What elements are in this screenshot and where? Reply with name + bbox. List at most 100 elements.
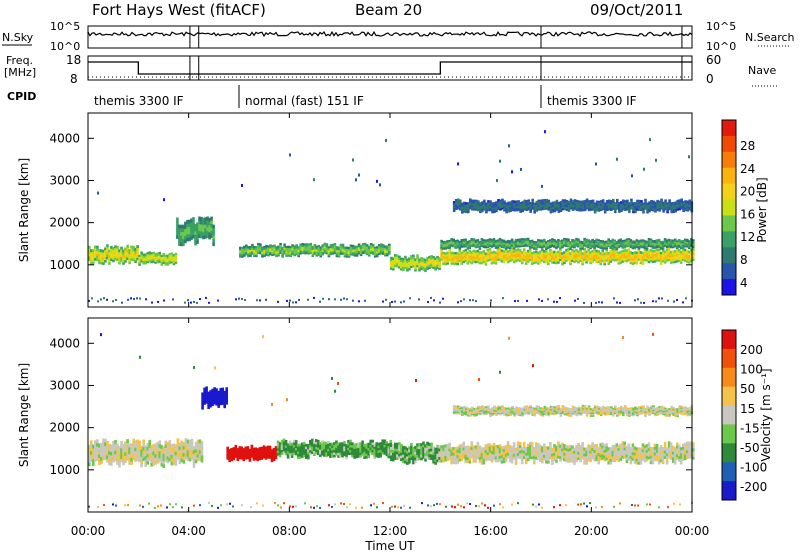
noise-trace — [88, 26, 692, 48]
heatmap-cell — [176, 221, 179, 225]
scatter-cell — [139, 356, 141, 359]
scatter-cell — [166, 506, 168, 508]
scatter-cell — [274, 502, 276, 504]
colorbar-tick-label: 16 — [740, 207, 755, 221]
heatmap-cell — [463, 442, 466, 445]
scatter-cell — [517, 300, 519, 302]
heatmap-cell — [212, 242, 215, 246]
scatter-cell — [391, 506, 393, 508]
heatmap-cell — [212, 225, 215, 229]
heatmap-cell — [138, 441, 141, 445]
scatter-cell — [475, 300, 477, 302]
scatter-cell — [115, 299, 117, 301]
frequency-line — [88, 62, 692, 74]
scatter-cell — [343, 298, 345, 300]
heatmap-cell — [616, 199, 619, 201]
scatter-cell — [499, 503, 501, 505]
heatmap-cell — [283, 244, 286, 246]
scatter-cell — [502, 507, 504, 509]
heatmap-cell — [505, 459, 508, 462]
heatmap-cell — [626, 200, 629, 202]
heatmap-cell — [210, 217, 213, 221]
heatmap-cell — [130, 461, 133, 465]
colorbar-swatch — [722, 152, 736, 168]
scatter-cell — [271, 403, 273, 406]
heatmap-cell — [223, 405, 226, 408]
scatter-cell — [616, 158, 618, 161]
colorbar-tick-label: 24 — [740, 162, 755, 176]
scatter-cell — [112, 300, 114, 302]
scatter-cell — [211, 505, 213, 507]
colorbar-swatch — [722, 120, 736, 136]
heatmap-cell — [134, 260, 137, 263]
range-tick-label: 1000 — [49, 258, 80, 272]
colorbar-swatch — [722, 247, 736, 263]
scatter-cell — [103, 504, 105, 506]
scatter-cell — [328, 298, 330, 300]
scatter-cell — [397, 506, 399, 508]
colorbar-swatch — [722, 184, 736, 200]
freq-trace — [88, 56, 692, 80]
scatter-cell — [565, 504, 567, 506]
scatter-cell — [499, 371, 501, 374]
heatmap-cell — [191, 439, 194, 443]
heatmap-cell — [196, 240, 199, 244]
heatmap-cell — [310, 243, 313, 245]
heatmap-cell — [192, 217, 195, 221]
heatmap-cell — [307, 456, 310, 459]
heatmap-cell — [259, 243, 262, 245]
scatter-cell — [379, 183, 381, 186]
scatter-cell — [295, 505, 297, 507]
scatter-cell — [127, 504, 129, 506]
scatter-cell — [238, 298, 240, 300]
heatmap-cell — [416, 254, 419, 256]
heatmap-cell — [118, 464, 121, 468]
scatter-cell — [157, 301, 159, 303]
heatmap-cell — [212, 235, 215, 239]
heatmap-cell — [513, 442, 516, 445]
heatmap-cell — [349, 440, 352, 443]
colorbar-swatch — [722, 136, 736, 152]
scatter-cell — [682, 301, 684, 303]
scatter-cell — [337, 382, 339, 385]
scatter-cell — [328, 504, 330, 506]
scatter-cell — [115, 505, 117, 507]
heatmap-cell — [175, 462, 178, 466]
scatter-cell — [139, 298, 141, 300]
scatter-cell — [643, 302, 645, 304]
scatter-cell — [442, 298, 444, 300]
heatmap-cell — [483, 200, 486, 202]
heatmap-cell — [527, 199, 530, 201]
heatmap-cell — [519, 442, 522, 445]
scatter-cell — [316, 505, 318, 507]
scatter-cell — [433, 504, 435, 506]
heatmap-cell — [469, 460, 472, 463]
scatter-cell — [334, 503, 336, 505]
power-ylabel: Slant Range [km] — [17, 158, 31, 262]
scatter-cell — [358, 174, 360, 177]
freq-panel — [88, 56, 692, 80]
heatmap-cell — [372, 244, 375, 246]
scatter-cell — [499, 160, 501, 163]
scatter-cell — [421, 502, 423, 504]
scatter-cell — [91, 297, 93, 299]
scatter-cell — [193, 301, 195, 303]
heatmap-cell — [388, 456, 391, 459]
scatter-cell — [463, 506, 465, 508]
scatter-cell — [520, 168, 522, 171]
scatter-cell — [163, 198, 165, 201]
scatter-cell — [508, 337, 510, 340]
heatmap-cell — [96, 439, 99, 443]
scatter-cell — [346, 506, 348, 508]
scatter-cell — [349, 503, 351, 505]
scatter-cell — [457, 504, 459, 506]
scatter-cell — [376, 506, 378, 508]
heatmap-cell — [225, 399, 228, 402]
scatter-cell — [346, 298, 348, 300]
heatmap-cell — [459, 200, 462, 202]
scatter-cell — [136, 297, 138, 299]
scatter-cell — [175, 503, 177, 505]
heatmap-cell — [225, 401, 228, 404]
scatter-cell — [364, 300, 366, 302]
colorbar-tick-label: 12 — [740, 230, 755, 244]
